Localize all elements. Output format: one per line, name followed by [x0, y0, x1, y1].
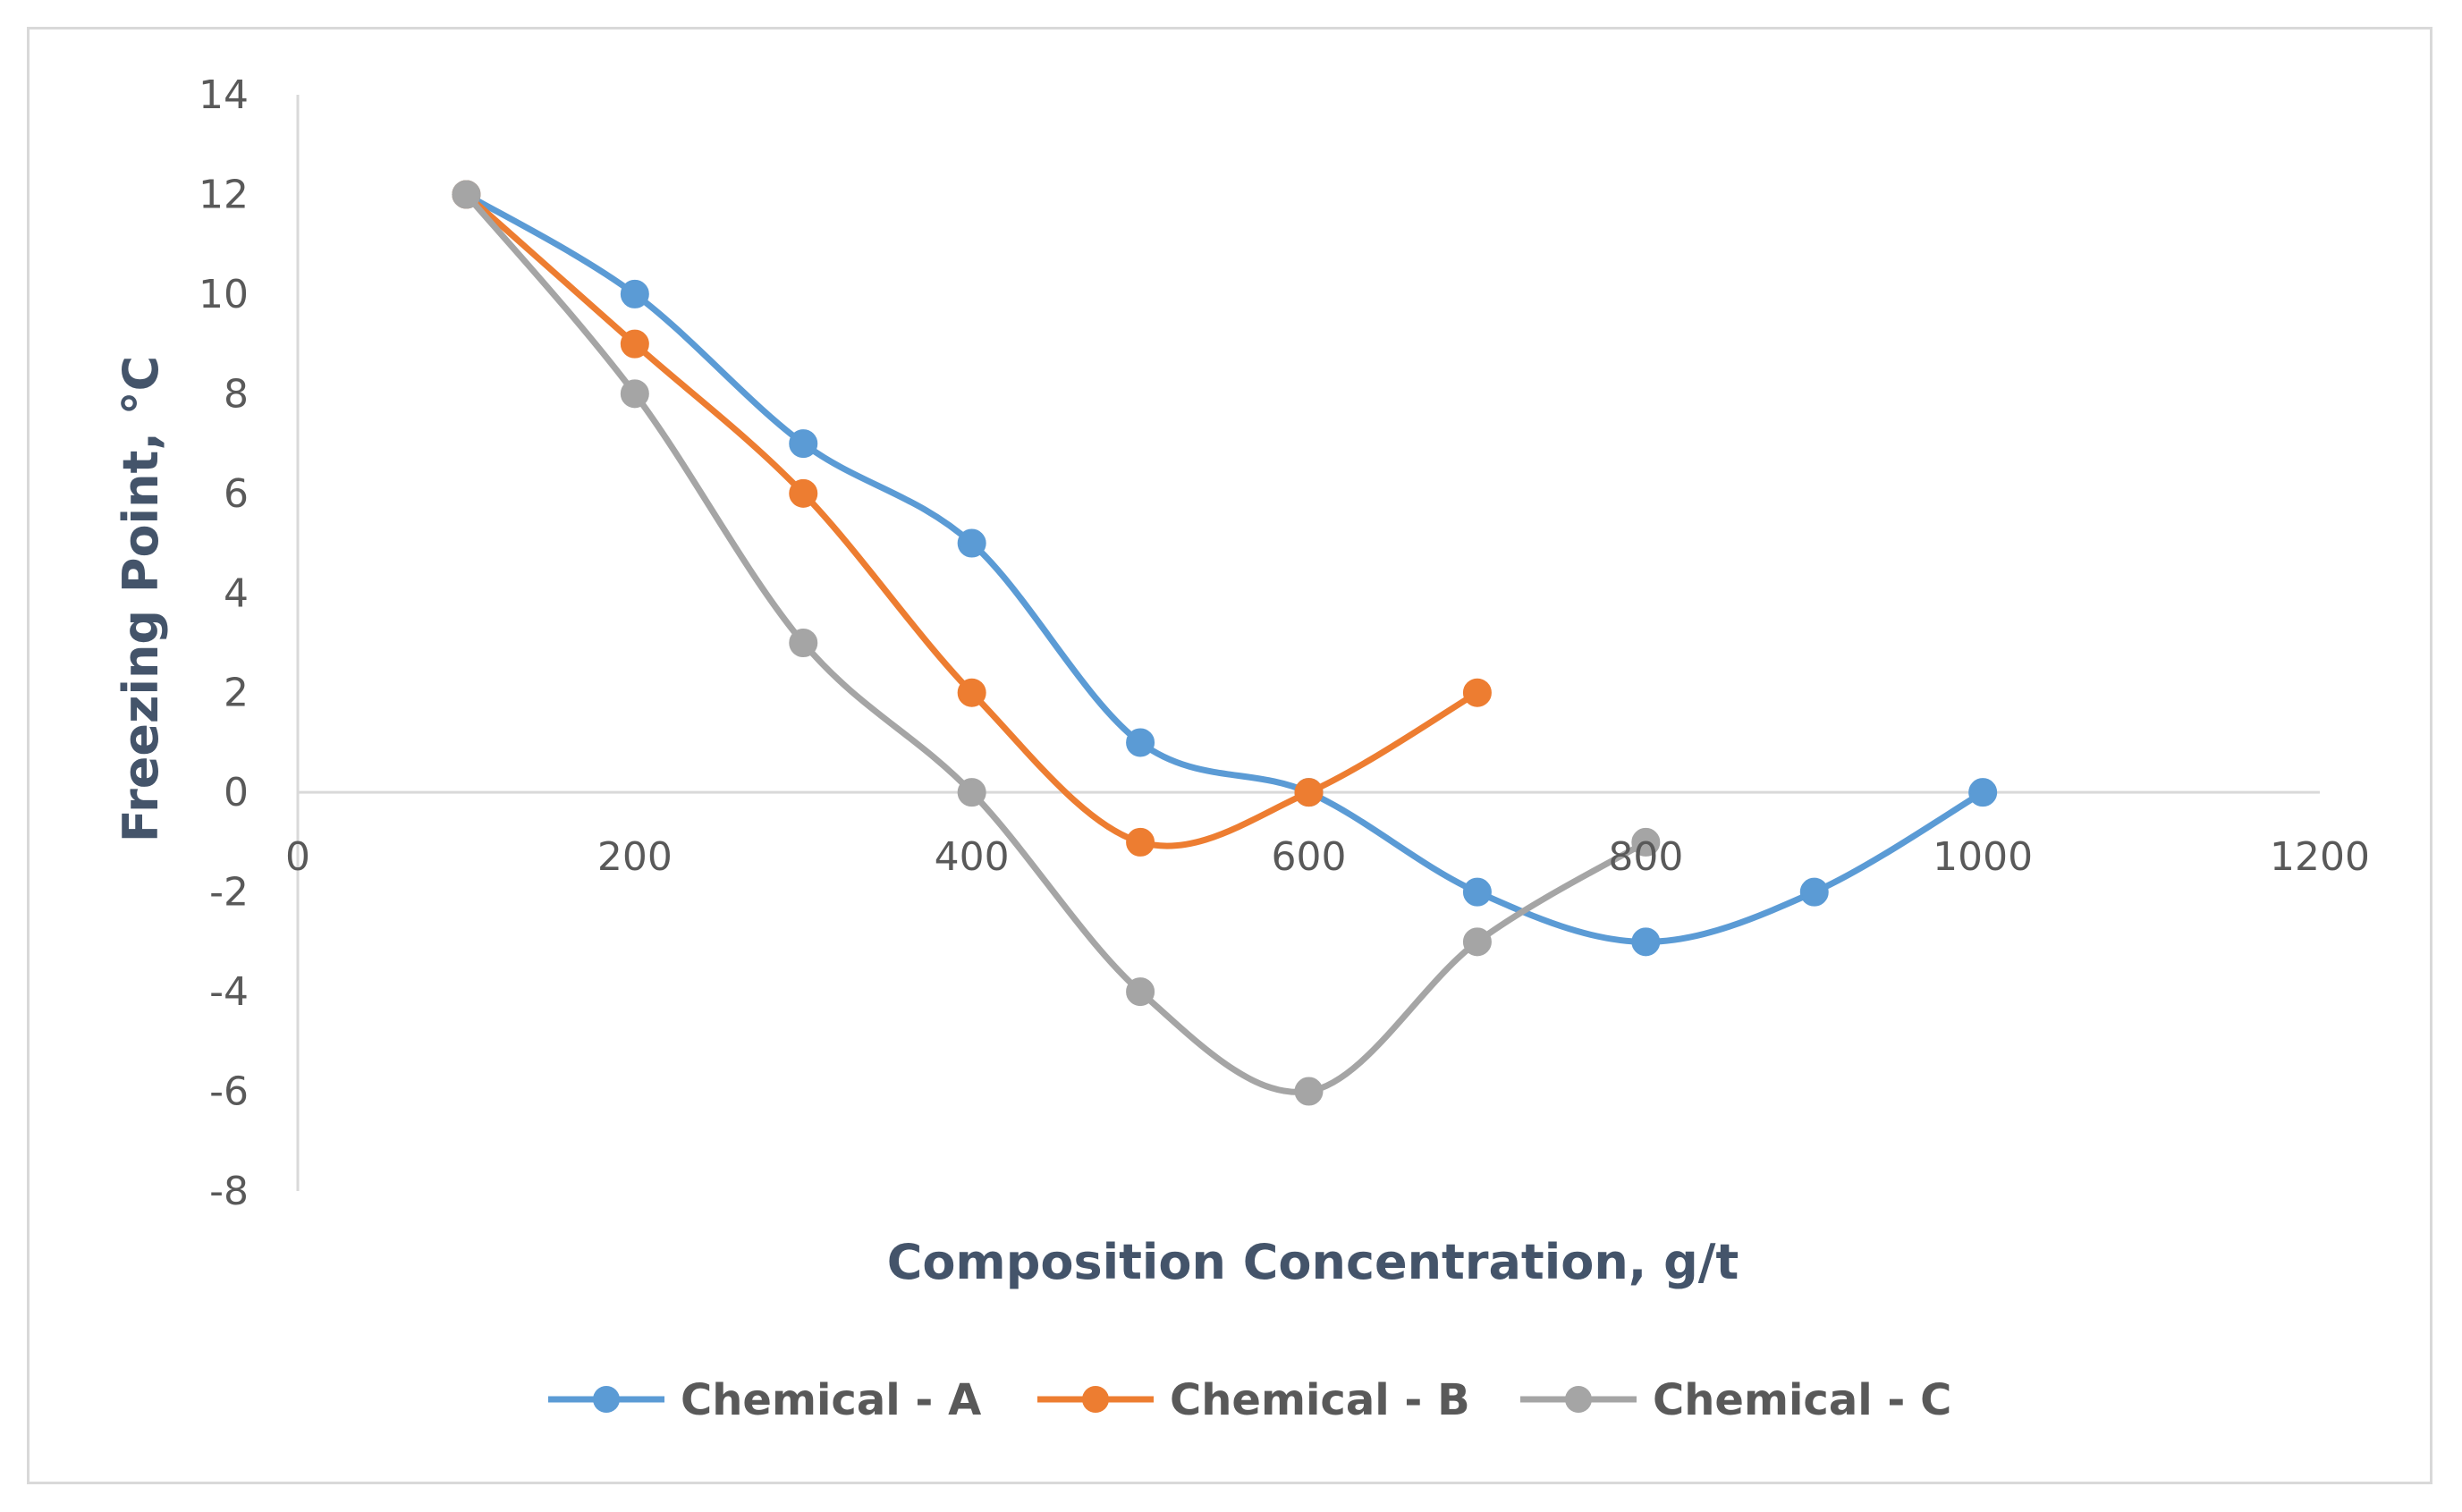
data-point	[1799, 877, 1829, 907]
data-point	[957, 528, 986, 558]
x-tick-label: 600	[1272, 834, 1347, 880]
y-tick-label: -4	[209, 969, 249, 1015]
data-point	[1294, 778, 1324, 807]
tick-labels: -8 -6 -4 -2 0 2 4 6 8 10 12 14 0 200 400 600 800 1000 1200	[199, 72, 2370, 1214]
series-layer	[452, 180, 1998, 1106]
data-point	[1968, 778, 1998, 807]
data-point	[957, 778, 986, 807]
data-point	[1126, 728, 1155, 757]
legend-marker	[1565, 1386, 1592, 1413]
data-point	[789, 629, 818, 657]
data-point	[1462, 927, 1492, 957]
y-tick-label: 12	[199, 172, 249, 217]
legend-label: Chemical - A	[681, 1375, 981, 1425]
legend-label: Chemical - B	[1170, 1375, 1470, 1425]
y-tick-label: -6	[209, 1069, 249, 1115]
data-point	[789, 478, 818, 508]
data-point	[620, 279, 649, 308]
data-point	[452, 180, 481, 209]
y-tick-label: 10	[199, 272, 249, 317]
data-point	[620, 329, 649, 359]
legend-marker	[593, 1386, 620, 1413]
data-point	[1631, 827, 1661, 857]
data-point	[620, 379, 649, 409]
x-tick-label: 200	[597, 834, 673, 880]
data-point	[1462, 877, 1492, 907]
x-tick-label: 1000	[1933, 834, 2033, 880]
y-tick-label: 14	[199, 72, 249, 118]
series-line	[462, 190, 1649, 1095]
y-tick-label: 2	[224, 671, 249, 716]
axes	[296, 95, 2320, 1191]
x-tick-label: 0	[285, 834, 310, 880]
x-tick-label: 800	[1608, 834, 1683, 880]
series-chemical-b	[452, 180, 1492, 857]
series-line	[462, 190, 1986, 945]
series-chemical-a	[452, 180, 1998, 957]
legend-item: Chemical - A	[548, 1375, 981, 1425]
legend: Chemical - A Chemical - B Chemical - C	[548, 1375, 1951, 1425]
y-axis-title: Freezing Point, °C	[113, 356, 169, 843]
legend-item: Chemical - C	[1520, 1375, 1951, 1425]
legend-marker	[1082, 1386, 1109, 1413]
y-tick-label: -2	[209, 870, 249, 916]
x-tick-label: 1200	[2270, 834, 2370, 880]
data-point	[1462, 678, 1492, 707]
series-chemical-c	[452, 180, 1661, 1106]
data-point	[789, 429, 818, 459]
series-line	[462, 190, 1481, 849]
data-point	[1294, 1077, 1324, 1106]
y-tick-label: 4	[224, 570, 249, 616]
y-tick-label: -8	[209, 1169, 249, 1214]
data-point	[1126, 977, 1155, 1007]
x-axis-title: Composition Concentration, g/t	[887, 1234, 1739, 1290]
x-tick-label: 400	[935, 834, 1010, 880]
y-tick-label: 8	[224, 371, 249, 417]
y-tick-label: 6	[224, 471, 249, 517]
chart-frame	[27, 27, 2432, 1484]
y-tick-label: 0	[224, 770, 249, 815]
data-point	[1631, 927, 1661, 957]
data-point	[1126, 827, 1155, 857]
data-point	[957, 678, 986, 707]
legend-item: Chemical - B	[1037, 1375, 1470, 1425]
legend-label: Chemical - C	[1653, 1375, 1951, 1425]
